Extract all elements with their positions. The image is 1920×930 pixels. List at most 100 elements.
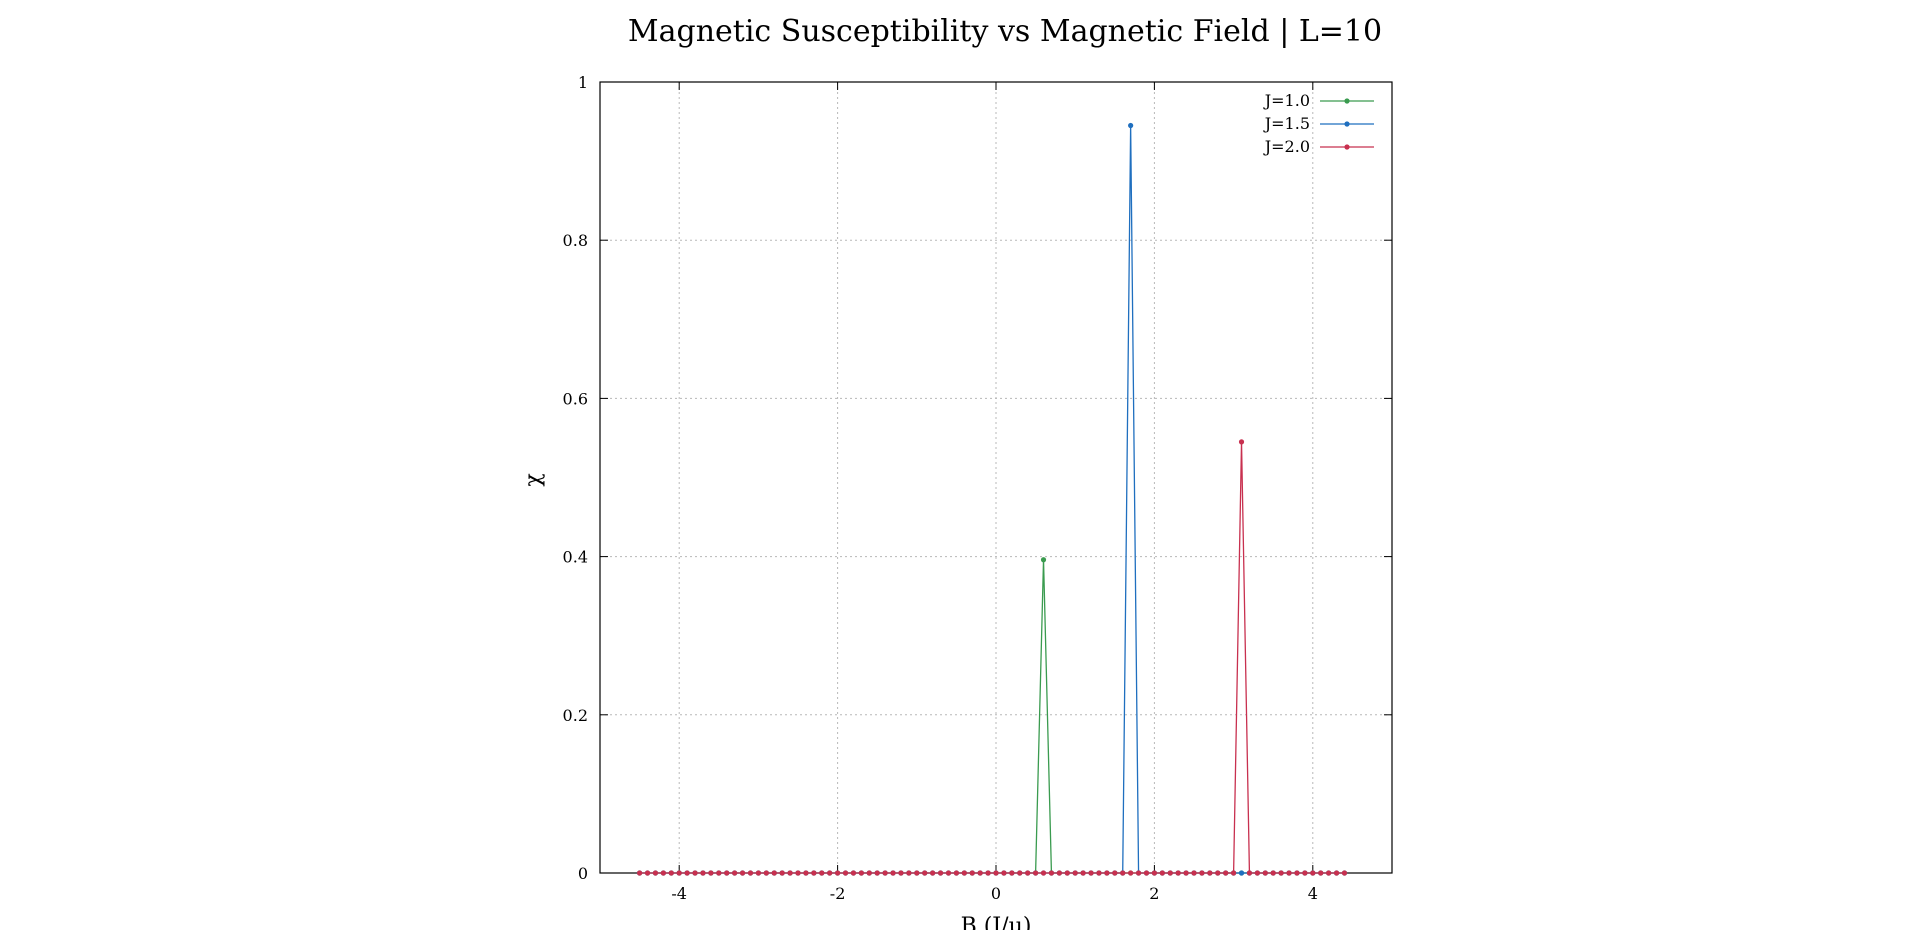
data-point xyxy=(922,870,928,876)
data-point xyxy=(1151,870,1157,876)
legend-label: J=1.5 xyxy=(1263,114,1310,133)
data-point xyxy=(874,870,880,876)
data-point xyxy=(1080,870,1086,876)
series-line xyxy=(639,441,1345,874)
data-point xyxy=(1009,870,1015,876)
chart-title: Magnetic Susceptibility vs Magnetic Fiel… xyxy=(628,14,1382,49)
data-point xyxy=(1262,870,1268,876)
legend-swatch-marker xyxy=(1344,121,1350,127)
data-point xyxy=(1326,870,1332,876)
data-point xyxy=(676,870,682,876)
data-point xyxy=(827,870,833,876)
data-point xyxy=(858,870,864,876)
data-point xyxy=(930,870,936,876)
x-tick-label: -4 xyxy=(671,884,687,903)
data-point xyxy=(1333,870,1340,876)
data-point xyxy=(739,870,746,876)
data-point xyxy=(1302,870,1308,876)
data-point xyxy=(779,870,785,876)
x-tick-label: 0 xyxy=(991,884,1001,903)
data-point xyxy=(1223,870,1229,876)
data-point xyxy=(1238,870,1245,876)
data-point xyxy=(668,870,674,876)
data-point xyxy=(1040,557,1047,563)
data-point xyxy=(993,870,999,876)
legend-label: J=2.0 xyxy=(1263,137,1310,156)
data-point xyxy=(1112,870,1118,876)
data-point xyxy=(842,870,849,876)
data-point xyxy=(1215,870,1221,876)
data-point xyxy=(1056,870,1062,876)
data-point xyxy=(953,870,960,876)
data-point xyxy=(1040,870,1047,876)
data-point xyxy=(866,870,872,876)
data-point xyxy=(1286,870,1292,876)
data-point xyxy=(763,870,769,876)
data-point xyxy=(914,870,920,876)
series-J=1.0 xyxy=(637,557,1348,876)
legend-label: J=1.0 xyxy=(1263,91,1310,110)
data-point xyxy=(1207,870,1213,876)
axis-ticks: -4 -2 0 2 4 0 0.2 0.4 0.6 0.8 1 xyxy=(563,73,1392,903)
data-point xyxy=(850,870,857,876)
data-point xyxy=(1246,870,1253,876)
data-point xyxy=(1064,870,1070,876)
data-point xyxy=(1048,870,1055,876)
data-point xyxy=(1278,870,1284,876)
data-point xyxy=(1231,870,1237,876)
data-point xyxy=(969,870,975,876)
series-line xyxy=(639,125,1345,874)
data-point xyxy=(1199,870,1205,876)
data-point xyxy=(771,870,777,876)
data-point xyxy=(724,870,730,876)
series-layer xyxy=(637,122,1348,876)
data-point xyxy=(937,870,944,876)
data-point xyxy=(811,870,817,876)
data-point xyxy=(1238,439,1245,445)
data-point xyxy=(637,870,643,876)
data-point xyxy=(1072,870,1078,876)
data-point xyxy=(977,870,983,876)
legend: J=1.0 J=1.5 J=2.0 xyxy=(1263,91,1374,156)
data-point xyxy=(1088,870,1094,876)
data-point xyxy=(898,870,904,876)
data-point xyxy=(652,870,659,876)
data-point xyxy=(961,870,967,876)
data-point xyxy=(1143,870,1150,876)
legend-item: J=1.5 xyxy=(1263,114,1374,133)
data-point xyxy=(755,870,762,876)
data-point xyxy=(1033,870,1039,876)
data-point xyxy=(985,870,991,876)
data-point xyxy=(1254,870,1260,876)
data-point xyxy=(906,870,912,876)
data-point xyxy=(1191,870,1197,876)
y-tick-label: 0 xyxy=(578,864,588,883)
x-tick-label: 4 xyxy=(1308,884,1318,903)
y-tick-label: 0.6 xyxy=(563,389,588,408)
data-point xyxy=(1120,870,1126,876)
legend-swatch-marker xyxy=(1344,144,1350,150)
data-point xyxy=(1128,870,1134,876)
y-tick-label: 0.2 xyxy=(563,706,588,725)
data-point xyxy=(835,870,841,876)
grid xyxy=(600,82,1392,873)
x-tick-label: -2 xyxy=(830,884,846,903)
data-point xyxy=(787,870,793,876)
data-point xyxy=(1159,870,1165,876)
data-point xyxy=(1025,870,1031,876)
data-point xyxy=(644,870,651,876)
data-point xyxy=(1096,870,1102,876)
data-point xyxy=(700,870,706,876)
y-tick-label: 0.8 xyxy=(563,231,588,250)
data-point xyxy=(945,870,952,876)
legend-item: J=1.0 xyxy=(1263,91,1374,110)
data-point xyxy=(882,870,888,876)
legend-item: J=2.0 xyxy=(1263,137,1374,156)
data-point xyxy=(1183,870,1189,876)
data-point xyxy=(795,870,801,876)
data-point xyxy=(1167,870,1173,876)
legend-swatch-marker xyxy=(1344,98,1350,104)
data-point xyxy=(819,870,825,876)
data-point xyxy=(1341,870,1348,876)
data-point xyxy=(1318,870,1324,876)
